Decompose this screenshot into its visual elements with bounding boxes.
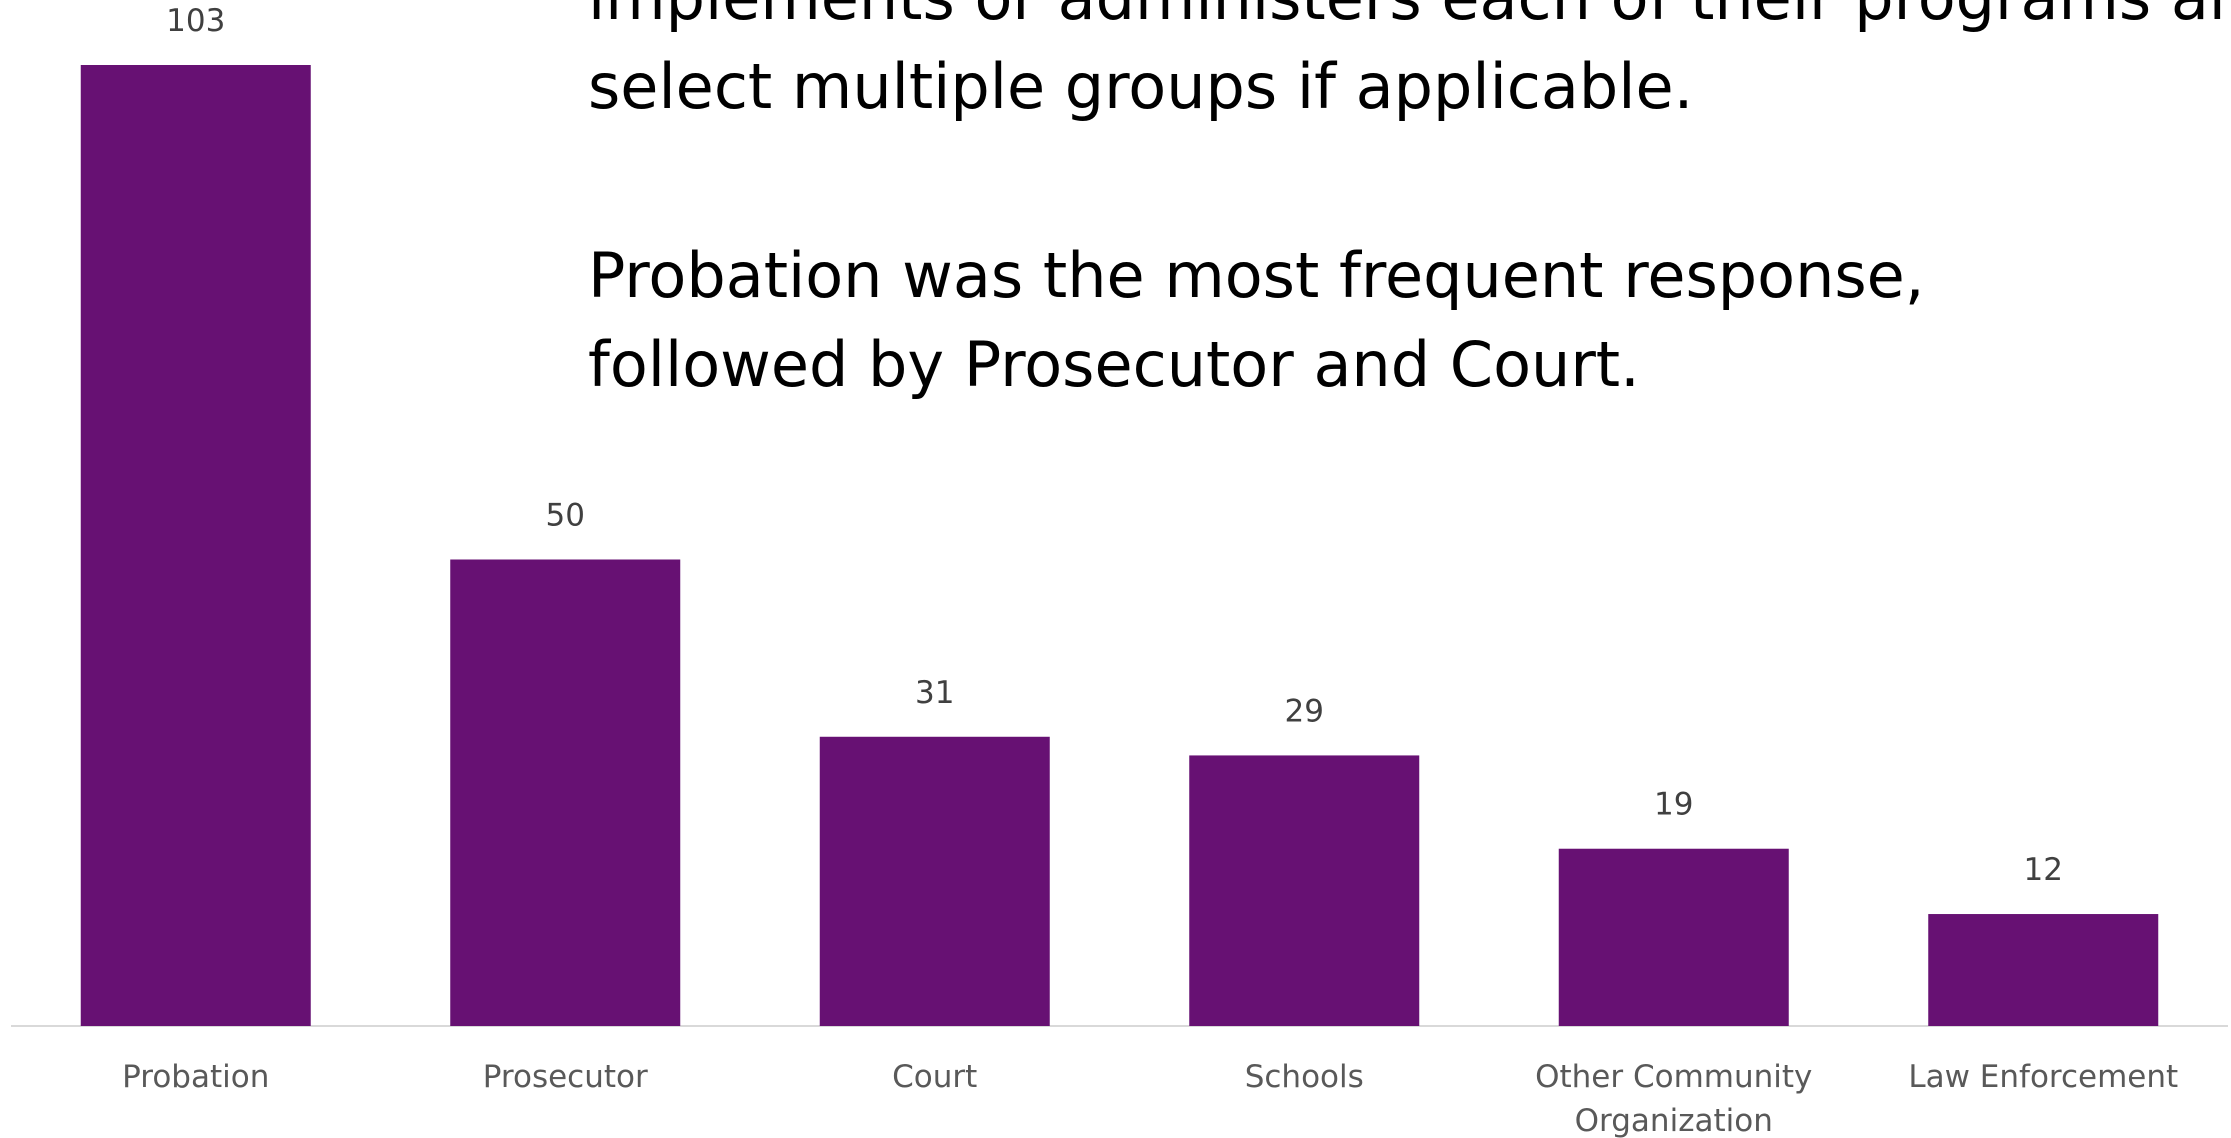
bar <box>1928 914 2159 1026</box>
x-tick-label: Prosecutor <box>483 1059 648 1095</box>
body-text: select multiple groups if applicable. <box>588 50 1693 123</box>
x-tick-label: Schools <box>1245 1059 1364 1095</box>
data-label: 29 <box>1285 693 1324 729</box>
x-tick-label: Probation <box>122 1059 269 1095</box>
data-label: 50 <box>546 497 585 533</box>
x-tick-label: Court <box>892 1059 977 1095</box>
x-tick-label: Law Enforcement <box>1908 1059 2178 1095</box>
body-text: implements or administers each of their … <box>588 0 2231 34</box>
bar <box>80 65 311 1026</box>
bar <box>450 559 681 1026</box>
body-text: followed by Prosecutor and Court. <box>588 328 1640 401</box>
bar <box>1189 755 1420 1026</box>
x-tick-label: Other Community Organization <box>1535 1059 1812 1138</box>
data-label: 31 <box>915 675 954 711</box>
bar <box>819 736 1050 1026</box>
data-label: 19 <box>1654 787 1693 823</box>
data-label: 12 <box>2024 852 2063 888</box>
body-text: Probation was the most frequent response… <box>588 239 1925 312</box>
bar <box>1558 848 1789 1026</box>
data-label: 103 <box>166 3 225 39</box>
